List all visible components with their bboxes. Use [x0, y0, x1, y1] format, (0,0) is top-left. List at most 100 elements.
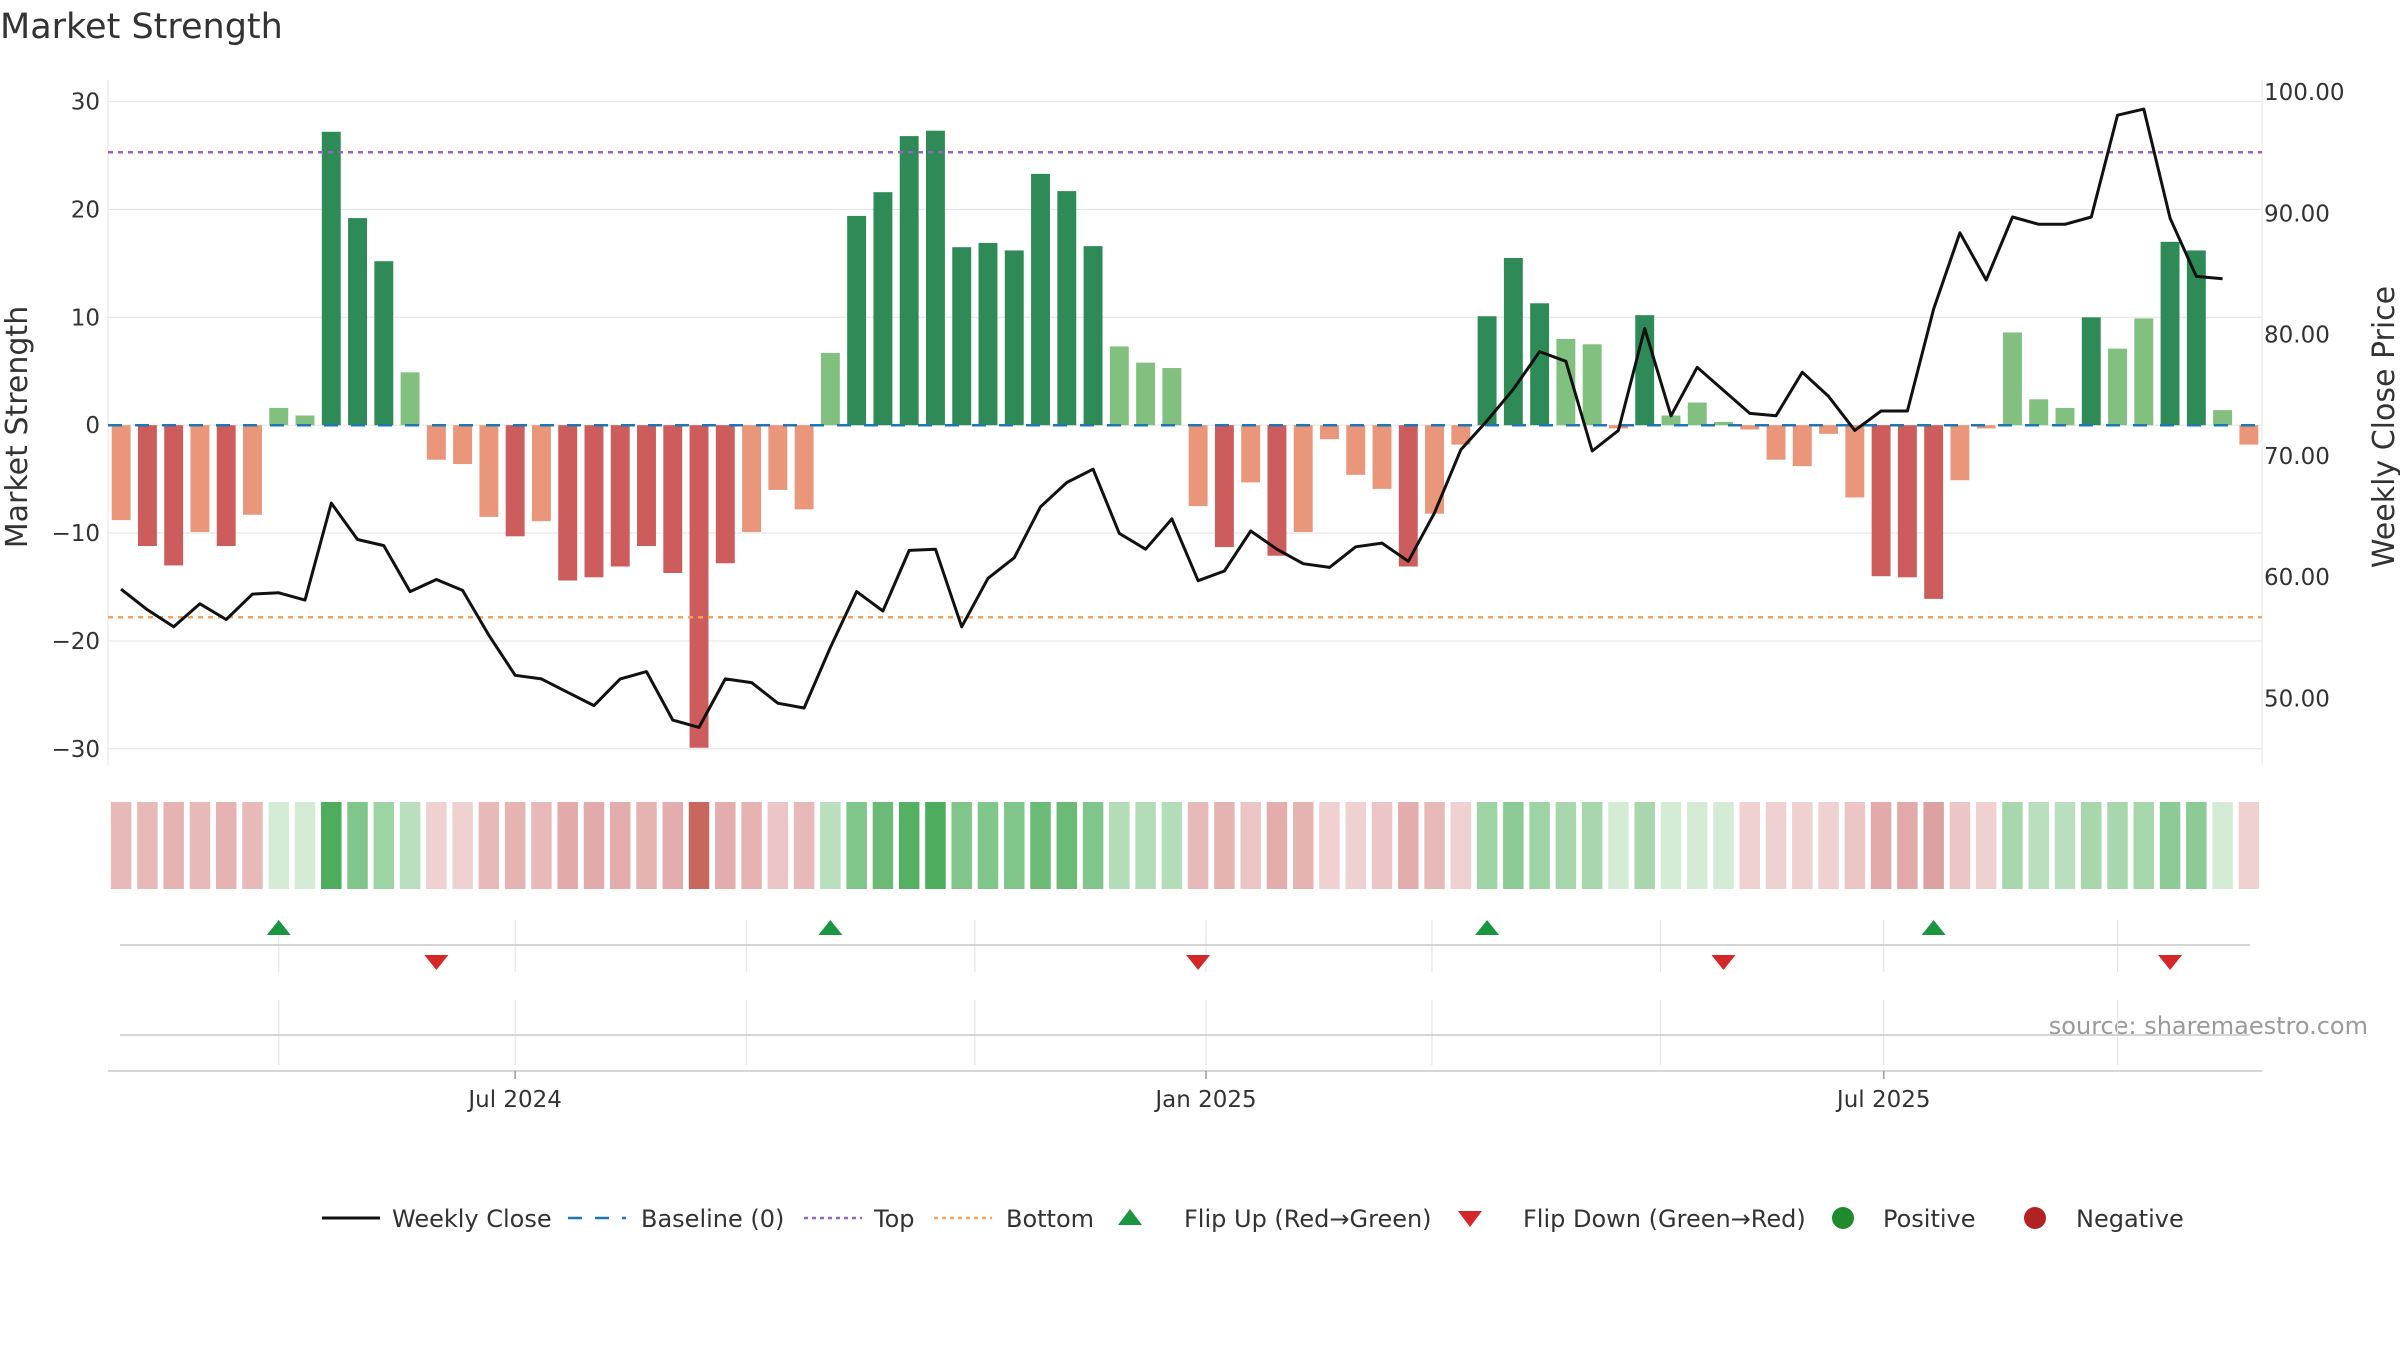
strength-bar [899, 136, 919, 426]
strength-bar [1503, 257, 1523, 426]
heat-cell [688, 802, 710, 889]
heat-cell [977, 802, 999, 889]
heat-cell [242, 802, 263, 889]
heat-cell [1319, 802, 1340, 889]
legend-swatch-negative [2024, 1207, 2046, 1229]
heat-cell [504, 802, 526, 889]
x-tick-label: Jan 2025 [1153, 1087, 1256, 1113]
strength-bar [584, 425, 604, 578]
strength-bar [2108, 348, 2127, 426]
y2-tick-label: 90.00 [2264, 201, 2330, 227]
heat-cell [609, 802, 631, 889]
strength-bar [1740, 425, 1760, 430]
strength-bar [1083, 246, 1103, 426]
strength-bar [689, 425, 709, 748]
strength-bar [978, 242, 998, 426]
heat-cell [347, 802, 368, 889]
heat-cell [1266, 802, 1288, 889]
heat-cell [1844, 802, 1866, 889]
heat-cell [925, 802, 946, 889]
legend-item: Weekly Close [322, 1205, 552, 1233]
strength-bar [637, 425, 656, 547]
heat-cell [426, 802, 447, 889]
strength-bar [2134, 318, 2154, 426]
heat-cell [1214, 802, 1235, 889]
heat-cell [1713, 802, 1734, 889]
flip-up-marker [818, 920, 843, 935]
legend-swatch-positive [1832, 1207, 1854, 1229]
strength-bar [1766, 425, 1786, 460]
y-tick-label: −30 [51, 737, 100, 763]
heat-cell [137, 802, 158, 889]
heat-cell [583, 802, 605, 889]
strength-bar [1188, 425, 1208, 507]
x-tick-label: Jul 2024 [466, 1087, 562, 1113]
legend-label: Top [873, 1205, 915, 1233]
heat-cell [1949, 802, 1971, 889]
heat-cell [1660, 802, 1682, 889]
strength-bar [1871, 425, 1891, 577]
source-credit: source: sharemaestro.com [2049, 1012, 2368, 1040]
strength-bar [2002, 332, 2022, 426]
strength-bar [742, 425, 762, 532]
heat-cell [1424, 802, 1445, 889]
y-tick-label: 0 [85, 413, 100, 439]
strength-bar [1477, 316, 1497, 426]
heat-cell [1345, 802, 1366, 889]
x-tick-label: Jul 2025 [1835, 1087, 1931, 1113]
strength-bar [1267, 425, 1287, 556]
heat-cell [636, 802, 657, 889]
heat-cell [1581, 802, 1603, 889]
strength-bar [453, 425, 473, 465]
heat-cell [872, 802, 894, 889]
flip-down-marker [1186, 955, 1211, 970]
strength-bar [820, 352, 840, 426]
chart-title: Market Strength [0, 7, 283, 47]
flip-up-marker [1921, 920, 1946, 935]
heat-cell [452, 802, 473, 889]
heat-cell [294, 802, 316, 889]
legend-item: Baseline (0) [568, 1205, 784, 1233]
heat-cell [1109, 802, 1130, 889]
heat-strip [110, 802, 2260, 889]
heat-cell [1555, 802, 1577, 889]
heat-cell [2186, 802, 2207, 889]
heat-cell [662, 802, 684, 889]
legend-item: Flip Up (Red→Green) [1118, 1205, 1432, 1233]
heat-cell [1187, 802, 1209, 889]
strength-bar [479, 425, 499, 517]
strength-bar [374, 261, 394, 426]
strength-bar [1845, 425, 1865, 498]
strength-bar [663, 425, 683, 573]
y2-axis-label: Weekly Close Price [2367, 286, 2400, 568]
heat-cell [1923, 802, 1944, 889]
legend-label: Flip Up (Red→Green) [1184, 1205, 1432, 1233]
legend-label: Weekly Close [392, 1205, 552, 1233]
strength-bar [1057, 191, 1077, 426]
strength-bar [1372, 425, 1392, 489]
heat-cell [1371, 802, 1393, 889]
strength-bar [1451, 425, 1471, 445]
strength-bar [2186, 250, 2206, 426]
strength-bar [426, 425, 446, 460]
strength-bar [2055, 407, 2075, 426]
strength-bar [952, 247, 972, 426]
strength-bar [1320, 425, 1339, 440]
heat-cell [1292, 802, 1314, 889]
heat-cell [2238, 802, 2260, 889]
strength-bar [2160, 241, 2180, 426]
strength-bar [505, 425, 525, 537]
heat-cell [1739, 802, 1761, 889]
strength-bar [1293, 425, 1313, 532]
heat-cell [1975, 802, 1997, 889]
legend-label: Bottom [1006, 1205, 1094, 1233]
strength-bar [558, 425, 578, 581]
heat-cell [2159, 802, 2181, 889]
strength-bar [2029, 399, 2049, 426]
heat-cell [268, 802, 289, 889]
legend-item: Top [804, 1205, 915, 1233]
heat-cell [1135, 802, 1156, 889]
strength-bar [1687, 402, 1707, 426]
y2-tick-label: 60.00 [2264, 565, 2330, 591]
heat-cell [951, 802, 972, 889]
